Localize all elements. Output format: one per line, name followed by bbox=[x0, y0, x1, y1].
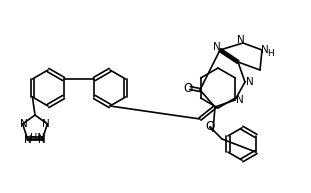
Text: N: N bbox=[237, 35, 245, 45]
Text: O: O bbox=[205, 120, 215, 134]
Text: N: N bbox=[25, 135, 32, 145]
Text: HN: HN bbox=[30, 133, 45, 142]
Text: N: N bbox=[213, 42, 221, 52]
Text: N: N bbox=[20, 119, 27, 129]
Text: N: N bbox=[236, 95, 244, 105]
Text: N: N bbox=[246, 77, 254, 87]
Text: N: N bbox=[38, 135, 45, 145]
Text: N: N bbox=[43, 119, 50, 129]
Text: H: H bbox=[267, 49, 273, 58]
Text: N: N bbox=[261, 45, 269, 55]
Text: O: O bbox=[183, 81, 193, 95]
